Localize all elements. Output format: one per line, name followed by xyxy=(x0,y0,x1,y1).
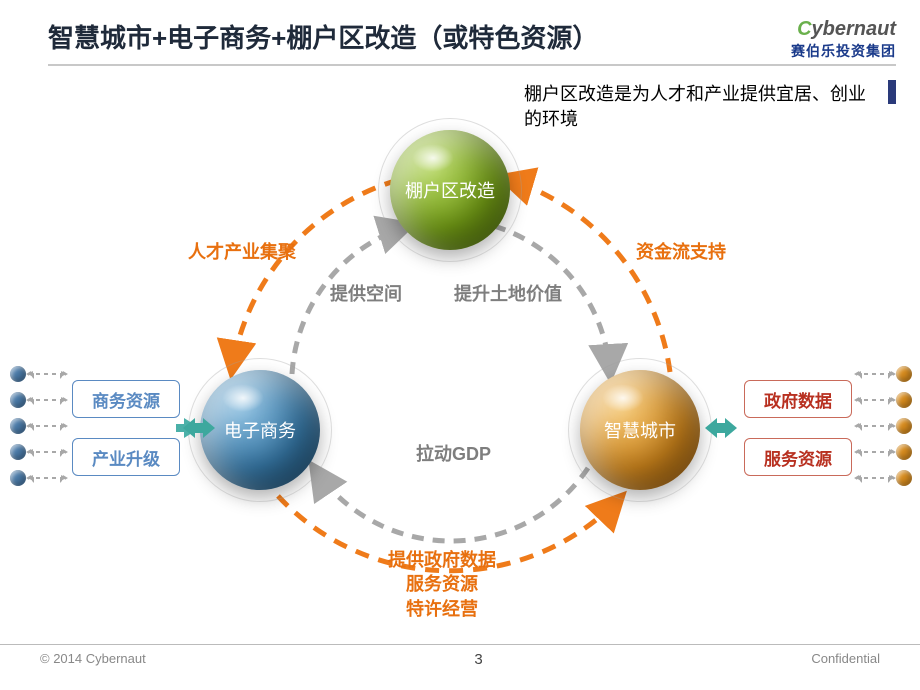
footer-copyright: © 2014 Cybernaut xyxy=(40,651,146,674)
edge-label-bottom: 提供政府数据 服务资源 特许经营 xyxy=(388,548,496,621)
logo-subtitle: 赛伯乐投资集团 xyxy=(791,41,896,61)
header: 智慧城市+电子商务+棚户区改造（或特色资源） Cybernaut 赛伯乐投资集团 xyxy=(48,18,896,61)
logo-c: C xyxy=(797,18,811,40)
node-top-label: 棚户区改造 xyxy=(405,177,495,203)
footer-confidential: Confidential xyxy=(811,651,880,674)
right-box-bottom: 服务资源 xyxy=(744,438,852,476)
node-right: 智慧城市 xyxy=(580,370,700,490)
inner-label-b: 拉动GDP xyxy=(416,440,491,466)
right-box-top: 政府数据 xyxy=(744,380,852,418)
logo-rest: ybernaut xyxy=(812,18,896,40)
left-box-top: 商务资源 xyxy=(72,380,180,418)
footer: © 2014 Cybernaut 3 Confidential xyxy=(0,644,920,674)
logo: Cybernaut 赛伯乐投资集团 xyxy=(791,18,896,61)
inner-label-tr: 提升土地价值 xyxy=(454,280,562,306)
cycle-diagram: 棚户区改造 电子商务 智慧城市 人才产业集聚 资金流支持 提供政府数据 服务资源… xyxy=(0,70,920,630)
node-top: 棚户区改造 xyxy=(390,130,510,250)
node-right-label: 智慧城市 xyxy=(604,417,676,443)
header-rule xyxy=(48,64,896,66)
node-left: 电子商务 xyxy=(200,370,320,490)
page-title: 智慧城市+电子商务+棚户区改造（或特色资源） xyxy=(48,18,598,55)
edge-label-tl: 人才产业集聚 xyxy=(188,238,296,264)
inner-label-tl: 提供空间 xyxy=(330,280,402,306)
left-dots xyxy=(10,366,26,486)
edge-label-tr: 资金流支持 xyxy=(636,238,726,264)
node-left-label: 电子商务 xyxy=(224,417,296,443)
left-box-bottom: 产业升级 xyxy=(72,438,180,476)
footer-page: 3 xyxy=(474,651,482,674)
right-dots xyxy=(896,366,912,486)
